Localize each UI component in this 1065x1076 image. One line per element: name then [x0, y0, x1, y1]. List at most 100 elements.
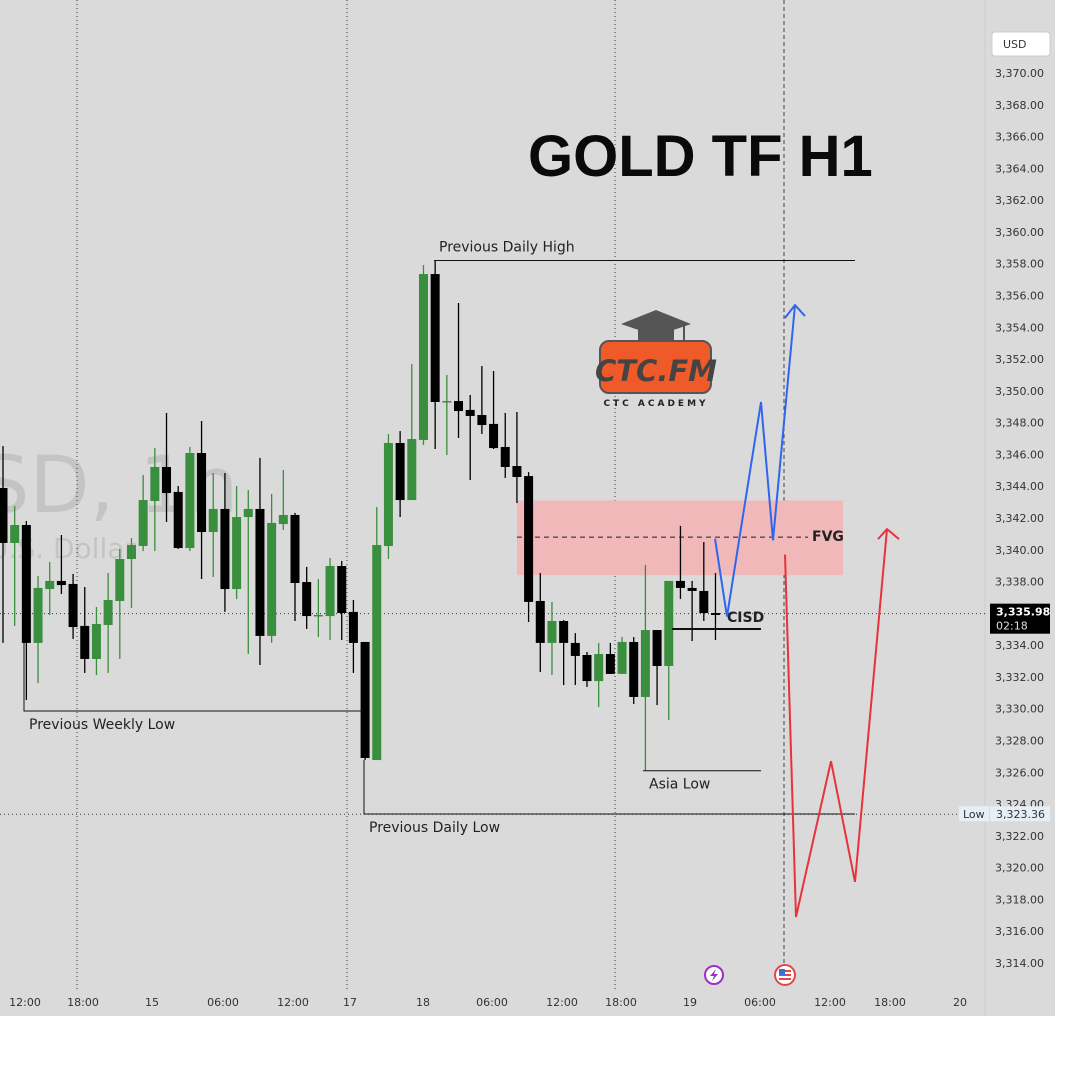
price-tick-label: 3,360.00 — [995, 226, 1044, 239]
low-tag — [959, 806, 989, 822]
candle — [337, 560, 347, 641]
candle — [68, 573, 78, 639]
candle — [162, 412, 172, 522]
candle — [348, 600, 358, 673]
ctc-logo: CTC.FM CTC ACADEMY — [595, 310, 717, 409]
candle-body — [687, 587, 697, 591]
time-tick-label: 06:00 — [476, 996, 508, 1009]
candle-body — [56, 580, 66, 586]
candle — [208, 473, 218, 577]
time-tick-label: 17 — [343, 996, 357, 1009]
candle-body — [91, 624, 101, 659]
lightning-icon[interactable] — [704, 965, 724, 985]
fvg-label: FVG — [812, 529, 844, 545]
candle-body — [197, 453, 207, 532]
candle-body — [500, 446, 510, 467]
candle-body — [605, 654, 615, 674]
candle-body — [138, 500, 148, 546]
candle-body — [454, 401, 464, 412]
candle — [325, 558, 335, 641]
time-tick-label: 18 — [416, 996, 430, 1009]
candle-body — [10, 524, 20, 543]
candle-body — [664, 580, 674, 666]
candle — [185, 446, 195, 552]
candle-body — [150, 466, 160, 501]
price-tick-label: 3,332.00 — [995, 671, 1044, 684]
candle-body — [395, 442, 405, 501]
current-price-value: 3,335.98 — [996, 606, 1050, 619]
candle — [547, 601, 557, 676]
candle — [477, 366, 487, 434]
candle-body — [582, 655, 592, 682]
time-tick-label: 15 — [145, 996, 159, 1009]
candle-body — [675, 580, 685, 588]
currency-button[interactable] — [991, 31, 1051, 57]
candle — [395, 431, 405, 518]
candle-body — [220, 508, 230, 590]
price-tick-label: 3,352.00 — [995, 353, 1044, 366]
previous-daily-low-line[interactable] — [363, 760, 855, 815]
chart-title: GOLD TF H1 — [528, 124, 873, 189]
candle — [80, 586, 90, 673]
bullish-arrowhead-icon — [784, 303, 806, 319]
candle-body — [267, 522, 277, 636]
price-tick-label: 3,322.00 — [995, 830, 1044, 843]
candle — [442, 374, 452, 456]
candle — [617, 637, 627, 674]
candle-body — [278, 514, 288, 525]
candle — [290, 512, 300, 621]
price-tick-label: 3,358.00 — [995, 258, 1044, 271]
candle — [629, 637, 639, 704]
candle — [500, 412, 510, 478]
candle-body — [372, 545, 382, 761]
bearish-projection-path[interactable] — [784, 529, 888, 918]
candle-body — [559, 620, 569, 643]
time-tick-label: 18:00 — [605, 996, 637, 1009]
candle — [232, 486, 242, 600]
candle-body — [535, 600, 545, 643]
candle — [33, 576, 43, 683]
current-price-badge: 3,335.98 02:18 — [990, 603, 1050, 634]
candle — [675, 525, 685, 600]
candle-body — [45, 580, 55, 590]
current-price-box — [990, 603, 1050, 634]
candle-body — [208, 508, 218, 532]
price-tick-label: 3,328.00 — [995, 735, 1044, 748]
candle — [220, 473, 230, 612]
candle — [372, 507, 382, 761]
time-tick-label: 12:00 — [814, 996, 846, 1009]
previous-weekly-low-line[interactable] — [23, 643, 362, 712]
candle-body — [68, 583, 78, 628]
price-tick-label: 3,350.00 — [995, 385, 1044, 398]
candle-body — [103, 600, 113, 625]
candle — [150, 448, 160, 552]
price-tick-label: 3,348.00 — [995, 417, 1044, 430]
price-tick-label: 3,330.00 — [995, 703, 1044, 716]
time-tick-label: 19 — [683, 996, 697, 1009]
candle — [430, 260, 440, 450]
price-tick-label: 3,346.00 — [995, 448, 1044, 461]
candle-body — [652, 630, 662, 666]
bullish-projection-path[interactable] — [714, 304, 796, 617]
low-value-label: 3,323.36 — [996, 808, 1045, 821]
candle-body — [126, 545, 136, 560]
us-flag-icon[interactable] — [774, 964, 796, 986]
candle — [559, 620, 569, 686]
candle — [360, 641, 370, 761]
candle-body — [418, 274, 428, 440]
candle — [126, 538, 136, 608]
price-tick-label: 3,364.00 — [995, 162, 1044, 175]
low-tag-label: Low — [963, 808, 985, 821]
candle-body — [383, 442, 393, 546]
candle — [0, 446, 8, 643]
logo-text: CTC.FM — [595, 354, 717, 388]
candle — [115, 548, 125, 659]
price-axis[interactable]: 3,370.00 3,368.00 3,366.00 3,364.00 3,362.00… — [995, 67, 1044, 970]
previous-weekly-low-label: Previous Weekly Low — [29, 717, 175, 733]
candle-body — [360, 641, 370, 758]
candle-body — [477, 415, 487, 426]
candle — [687, 580, 697, 642]
candle — [173, 486, 183, 549]
time-axis[interactable]: 12:00 18:00 15 06:00 12:00 17 18 06:00 12:00 18:0… — [9, 996, 967, 1009]
